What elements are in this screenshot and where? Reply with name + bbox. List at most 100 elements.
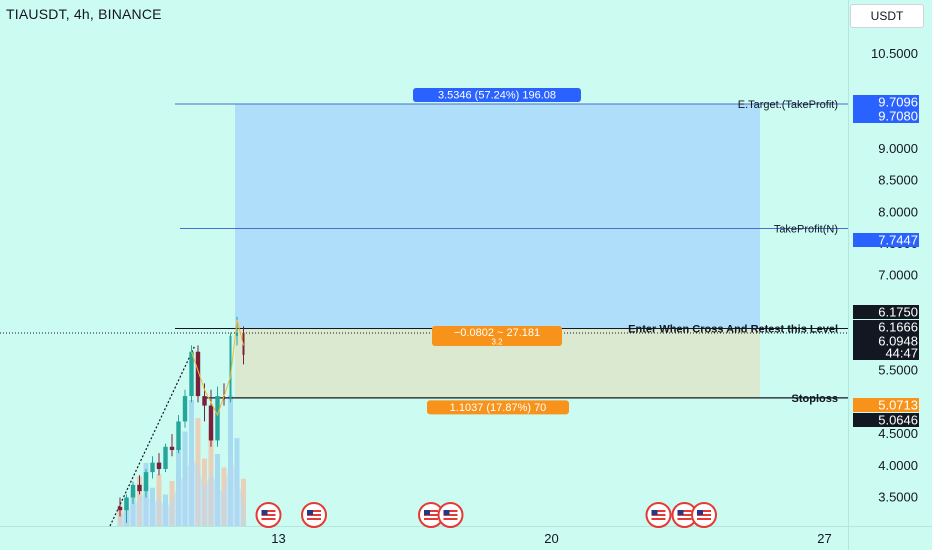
event-flag	[677, 510, 692, 520]
candle-body	[236, 332, 238, 336]
price-badge	[853, 233, 919, 247]
candle-body	[117, 506, 123, 511]
candle-body	[195, 351, 201, 397]
candle-body	[130, 484, 136, 498]
entry-line-label: Enter When Cross And Retest this Level	[628, 323, 838, 335]
event-stripe	[443, 512, 458, 514]
event-canton	[424, 510, 430, 515]
candle-body	[163, 446, 168, 469]
y-tick-label: 7.0000	[878, 268, 918, 283]
x-tick-label: 13	[271, 531, 285, 546]
y-tick-label: 5.5000	[878, 363, 918, 378]
event-stripe	[307, 512, 321, 514]
stoploss-line-label: Stoploss	[792, 393, 838, 405]
takeprofit-line-label: TakeProfit(N)	[774, 223, 838, 235]
candle-body	[208, 405, 214, 441]
candle-body	[156, 462, 162, 469]
price-badge	[853, 95, 919, 109]
projection-path	[191, 319, 244, 417]
currency-button[interactable]: USDT	[850, 4, 924, 28]
target-label: 3.5346 (57.24%) 196.08	[438, 89, 556, 101]
event-canton	[677, 510, 684, 515]
price-badge-label: 44:47	[885, 346, 918, 361]
y-tick-label: 3.5000	[878, 489, 918, 504]
target-label-pill	[413, 87, 581, 102]
price-badge-label: 7.7447	[878, 233, 918, 248]
price-badge-label: 6.1666	[878, 320, 918, 335]
candle-body	[124, 497, 129, 511]
price-badge-label: 6.0948	[878, 334, 918, 349]
price-badge	[853, 305, 919, 319]
candle-body	[137, 484, 142, 492]
candle	[176, 415, 181, 454]
y-tick-label: 4.0000	[878, 458, 918, 473]
candle-body	[202, 396, 207, 406]
y-tick-label: 8.5000	[878, 173, 918, 188]
target-zone	[235, 103, 760, 329]
event-flag	[261, 510, 276, 520]
event-canton	[651, 510, 658, 515]
y-tick-label: 9.0000	[878, 141, 918, 156]
event-canton	[261, 510, 268, 515]
event-flag-icon	[645, 502, 672, 528]
event-canton	[443, 510, 450, 515]
candle-body	[229, 335, 232, 400]
price-badge-label: 5.0713	[878, 398, 918, 413]
entry-label-value: −0.0802 ~ 27.181	[454, 327, 540, 339]
entry-label-qty: 3.2	[491, 338, 503, 347]
event-flag	[443, 510, 458, 520]
event-stripe	[261, 512, 276, 514]
price-badge-label: 5.0646	[878, 413, 918, 428]
event-stripe	[677, 512, 692, 514]
candle-body	[143, 472, 149, 492]
price-badge-label: 9.7096	[878, 95, 918, 110]
event-flag-icon	[301, 502, 327, 528]
candle	[130, 481, 136, 504]
candle	[124, 494, 129, 523]
event-flag	[424, 510, 438, 520]
candle	[143, 468, 149, 498]
candle-body	[215, 396, 220, 441]
candle	[117, 497, 123, 517]
event-stripe	[261, 516, 276, 518]
candle	[195, 345, 201, 403]
symbol-title[interactable]: TIAUSDT, 4h, BINANCE	[6, 6, 162, 22]
y-tick-label: 8.0000	[878, 204, 918, 219]
x-tick-label: 20	[544, 531, 558, 546]
event-canton	[697, 510, 703, 515]
price-badge-label: 9.7080	[878, 109, 918, 124]
price-badge	[853, 413, 919, 427]
price-badge	[853, 334, 919, 348]
candle-body	[182, 396, 188, 422]
price-badge	[853, 346, 919, 360]
price-badge	[853, 398, 919, 412]
candle	[163, 443, 168, 473]
candle	[156, 453, 162, 476]
target-line-label: E.Target.(TakeProfit)	[738, 99, 838, 111]
x-tick-label: 27	[817, 531, 831, 546]
candle	[208, 389, 214, 447]
event-flag	[651, 510, 666, 520]
trend-line	[109, 345, 196, 527]
y-tick-label: 10.5000	[871, 46, 918, 61]
candle	[137, 475, 142, 495]
candle-body	[150, 462, 155, 473]
event-stripe	[677, 516, 692, 518]
candle-body	[176, 421, 181, 450]
event-flag-icon	[437, 502, 464, 528]
candle	[189, 345, 194, 403]
event-flag	[307, 510, 321, 520]
y-tick-label: 4.5000	[878, 426, 918, 441]
candle	[169, 434, 175, 457]
event-stripe	[651, 516, 666, 518]
candle	[182, 389, 188, 428]
price-badge	[853, 320, 919, 334]
event-stripe	[424, 512, 438, 514]
event-stripe	[307, 516, 321, 518]
candle-body	[223, 396, 225, 400]
price-axis-divider	[848, 0, 849, 550]
candle	[215, 386, 220, 447]
candle-body	[169, 446, 175, 450]
time-axis-divider	[0, 526, 932, 527]
